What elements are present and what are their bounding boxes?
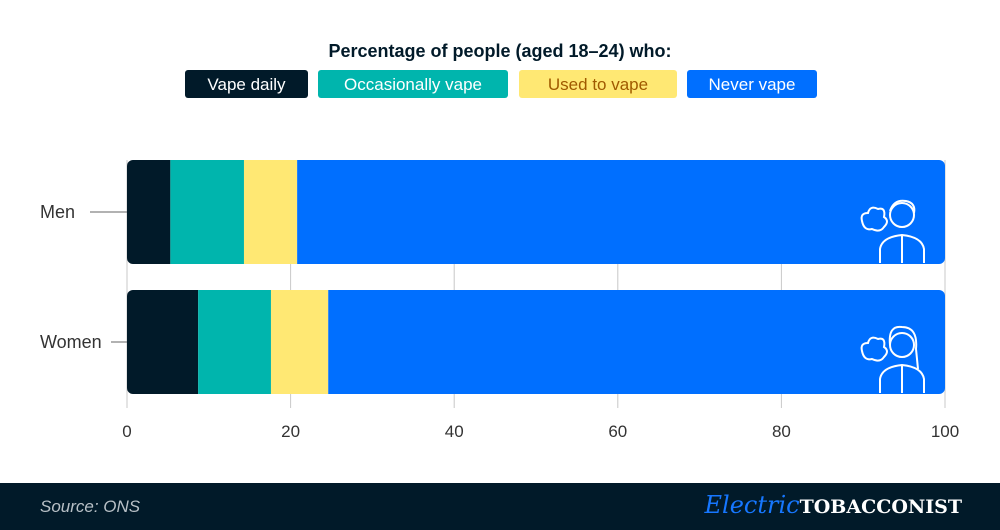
category-label: Men bbox=[40, 202, 75, 222]
legend-swatch bbox=[185, 70, 308, 98]
chart: Percentage of people (aged 18–24) who: V… bbox=[40, 41, 959, 441]
man-vaping-icon bbox=[860, 199, 925, 263]
x-axis-ticks: 0 20 40 60 80 100 bbox=[122, 422, 959, 441]
legend-swatch bbox=[687, 70, 817, 98]
x-tick-label: 40 bbox=[445, 422, 464, 441]
bar-row bbox=[127, 160, 945, 264]
bar-segment-vape-daily bbox=[127, 160, 171, 264]
bar-segment-occasionally-vape bbox=[198, 290, 271, 394]
bar-segment-never-vape bbox=[297, 160, 945, 264]
bar-segment-used-to-vape bbox=[243, 160, 298, 264]
x-tick-label: 20 bbox=[281, 422, 300, 441]
bar-row bbox=[127, 290, 945, 394]
woman-vaping-icon bbox=[860, 325, 925, 393]
legend-label: Occasionally vape bbox=[344, 75, 482, 94]
x-tick-label: 80 bbox=[772, 422, 791, 441]
x-tick-label: 0 bbox=[122, 422, 131, 441]
legend-label: Vape daily bbox=[207, 75, 286, 94]
x-tick-label: 100 bbox=[931, 422, 959, 441]
source-text: Source: ONS bbox=[40, 497, 141, 516]
bar-segment-occasionally-vape bbox=[170, 160, 244, 264]
legend: Vape daily Occasionally vape Used to vape N… bbox=[185, 70, 817, 98]
bar-segment-vape-daily bbox=[127, 290, 199, 394]
brand-logo: ElectricTOBACCONIST bbox=[704, 491, 962, 519]
legend-swatch bbox=[318, 70, 508, 98]
category-label: Women bbox=[40, 332, 102, 352]
footer: Source: ONS ElectricTOBACCONIST bbox=[0, 483, 1000, 530]
legend-label: Used to vape bbox=[548, 75, 648, 94]
legend-swatch bbox=[519, 70, 677, 98]
x-tick-label: 60 bbox=[608, 422, 627, 441]
chart-title: Percentage of people (aged 18–24) who: bbox=[328, 41, 671, 61]
bars: Men Women bbox=[40, 160, 945, 394]
bar-segment-never-vape bbox=[328, 290, 945, 394]
bar-segment-used-to-vape bbox=[270, 290, 329, 394]
legend-label: Never vape bbox=[709, 75, 796, 94]
